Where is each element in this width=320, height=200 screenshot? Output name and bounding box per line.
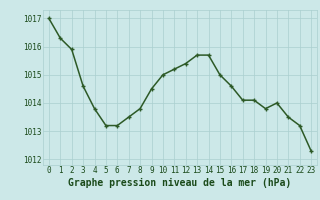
- X-axis label: Graphe pression niveau de la mer (hPa): Graphe pression niveau de la mer (hPa): [68, 178, 292, 188]
